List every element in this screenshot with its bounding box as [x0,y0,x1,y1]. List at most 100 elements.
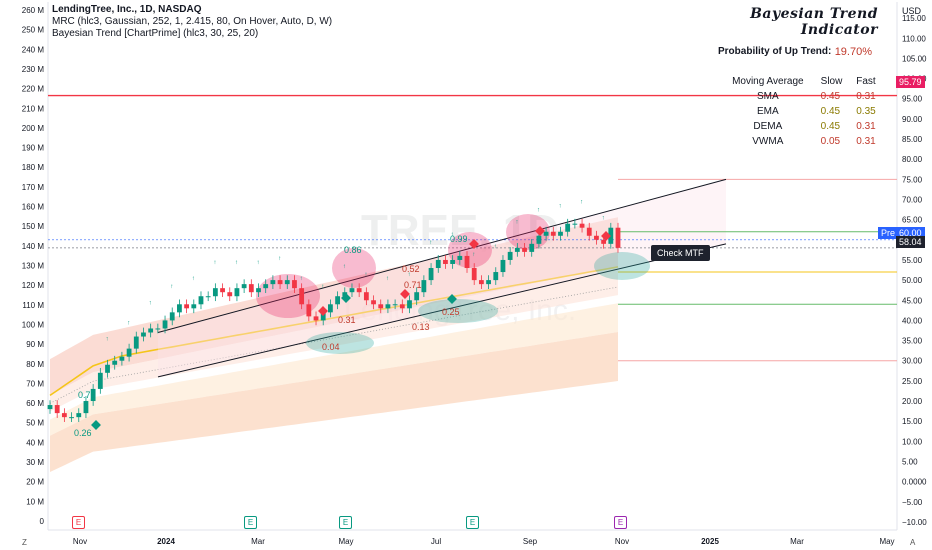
slow-value: 0.45 [820,91,841,102]
left-axis-tick: 50 M [26,419,44,428]
right-axis-tick: −10.00 [902,518,927,527]
candle-body [486,280,491,285]
bullish-zone [594,252,650,280]
bearish-zone [332,248,376,288]
candle-body [212,288,218,297]
earnings-mark[interactable]: E [466,516,479,529]
left-axis-tick: 240 M [22,45,45,54]
right-axis-tick: 115.00 [902,14,926,23]
probability-label: Probability of Up Trend: [718,46,832,57]
candle-body [471,268,477,281]
left-axis-tick: 60 M [26,399,44,408]
bayesian-indicator-label[interactable]: Bayesian Trend [ChartPrime] (hlc3, 30, 2… [52,28,259,39]
candle-body [371,300,376,305]
check-mtf-tooltip[interactable]: Check MTF [651,245,710,261]
candle-body [601,239,607,244]
candle-body [248,284,254,293]
x-axis-tick: May [338,537,353,546]
up-arrow-mark: ↑ [494,244,497,250]
left-axis-tick: 150 M [22,222,45,231]
earnings-mark[interactable]: E [72,516,85,529]
candle-body [536,235,542,244]
candle-body [608,227,614,244]
right-axis-tick: 95.00 [902,95,923,104]
ma-row-ema: EMA 0.45 0.35 [718,104,886,119]
candle-body [615,227,621,248]
signal-diamond [400,289,410,299]
left-axis-tick: 30 M [26,458,44,467]
candle-body [464,255,470,269]
ma-name: DEMA [753,121,783,132]
earnings-mark[interactable]: E [614,516,627,529]
mrc-indicator-label[interactable]: MRC (hlc3, Gaussian, 252, 1, 2.415, 80, … [52,16,333,27]
candle-body [399,304,405,309]
candle-body [277,280,283,285]
right-axis-tick: 25.00 [902,377,923,386]
candle-body [141,332,146,337]
mean-line [49,266,619,397]
candle-body [90,388,96,402]
pre-market-label: Pre [878,227,899,239]
right-axis-tick: 65.00 [902,216,923,225]
candle-body [119,356,125,361]
x-axis-tick: Nov [73,537,87,546]
right-axis-tick: 70.00 [902,195,923,204]
right-axis-tick: 20.00 [902,397,923,406]
candle-body [227,292,233,297]
candle-body [155,328,161,330]
left-axis-tick: 120 M [22,281,45,290]
candle-body [241,284,247,289]
ma-row-vwma: VWMA 0.05 0.31 [718,134,886,149]
candle-body [335,296,340,305]
candle-body [184,304,190,309]
up-arrow-mark: ↑ [364,272,367,278]
candle-body [522,247,527,252]
up-arrow-mark: ↑ [213,260,216,266]
up-arrow-mark: ↑ [149,300,152,306]
x-axis-tick: Mar [251,537,265,546]
auto-scale-corner[interactable]: A [910,538,916,547]
right-axis-tick: 35.00 [902,337,923,346]
left-axis-tick: 100 M [22,320,45,329]
candle-body [500,259,506,273]
candle-body [162,320,168,329]
right-axis-tick: 55.00 [902,256,923,265]
up-arrow-mark: ↑ [472,252,475,258]
candle-body [407,300,412,309]
candle-body [579,223,585,228]
support-trendline [157,243,727,378]
signal-diamond [601,231,611,241]
candle-body [112,360,118,365]
fast-value: 0.31 [856,91,876,102]
candle-body [356,288,362,293]
ma-header: Moving Average [732,76,804,87]
probability-row: Probability of Up Trend: 19.70% [718,46,886,58]
candle-body [126,348,132,357]
right-axis-tick: 80.00 [902,155,923,164]
right-axis-tick: −5.00 [902,498,923,507]
earnings-mark[interactable]: E [244,516,257,529]
candle-body [342,292,348,297]
currency-label[interactable]: USD [902,6,922,16]
candle-body [306,304,312,317]
earnings-mark[interactable]: E [339,516,352,529]
up-arrow-mark: ↑ [170,284,173,290]
candle-body [493,272,499,281]
data-label: 0.86 [344,245,362,255]
data-label: 0.26 [74,428,92,438]
data-label: 0.04 [322,342,340,352]
candle-body [385,304,391,309]
zoom-corner[interactable]: Z [22,538,27,547]
candle-body [198,296,204,305]
candle-body [457,255,463,260]
symbol-title[interactable]: LendingTree, Inc., 1D, NASDAQ [52,4,202,15]
candle-body [47,405,53,410]
candle-body [234,288,240,297]
price-tag-red: 95.79 [896,76,925,88]
up-arrow-mark: ↑ [537,208,540,214]
probability-value: 19.70% [834,46,872,58]
left-axis-tick: 10 M [26,497,44,506]
right-axis-tick: 75.00 [902,175,923,184]
left-axis-tick: 190 M [22,144,45,153]
